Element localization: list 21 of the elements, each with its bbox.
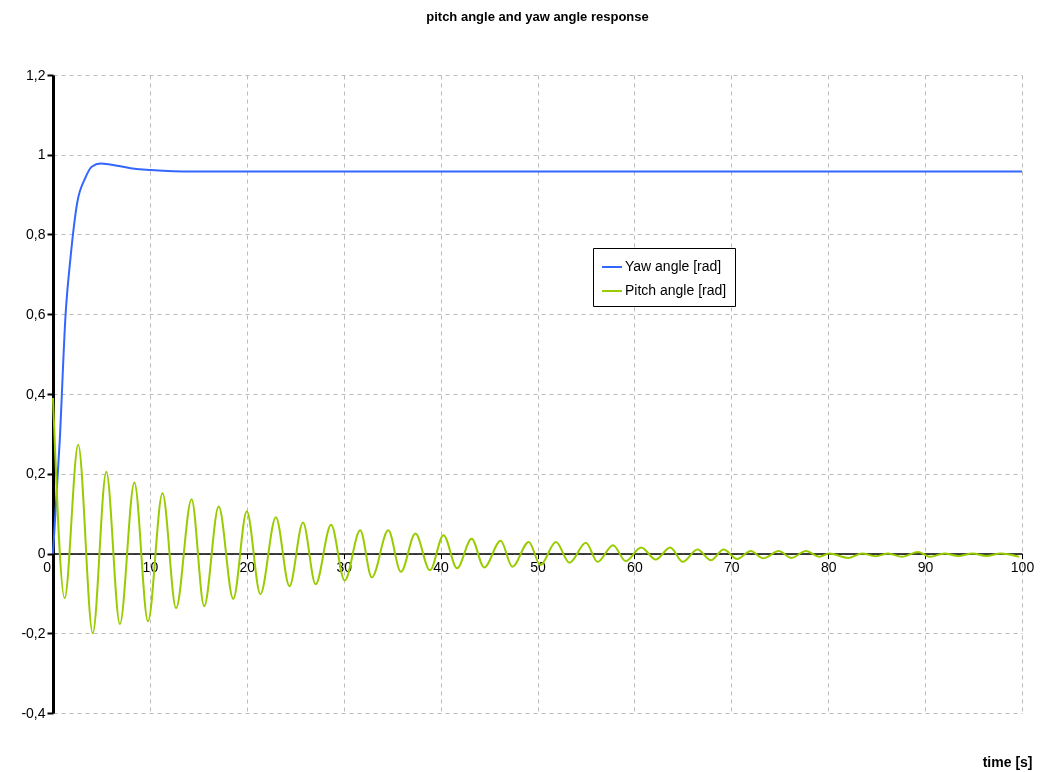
- y-tick-label: 1,2: [26, 66, 46, 83]
- y-tick-label: 1: [37, 146, 46, 163]
- x-tick-label: 20: [239, 559, 256, 575]
- chart-title: pitch angle and yaw angle response: [426, 9, 649, 24]
- x-tick-label: 60: [627, 559, 643, 575]
- x-tick-label: 70: [724, 559, 740, 575]
- x-tick-label: 50: [530, 559, 546, 575]
- y-tick-label: 0,8: [26, 226, 46, 242]
- legend-label: Pitch angle [rad]: [625, 282, 727, 298]
- x-tick-label: 100: [1010, 559, 1035, 575]
- y-tick-label: -0,2: [21, 624, 46, 641]
- y-tick-label: 0,6: [26, 305, 46, 322]
- y-tick-label: -0,4: [21, 704, 46, 721]
- legend-label: Yaw angle [rad]: [625, 258, 722, 274]
- x-tick-label: 40: [433, 559, 450, 575]
- x-tick-label: 80: [820, 559, 837, 575]
- x-tick-label: 90: [917, 559, 934, 575]
- y-tick-label: 0,2: [26, 465, 46, 482]
- x-axis-title: time [s]: [982, 753, 1033, 770]
- y-tick-label: 0,4: [26, 385, 46, 402]
- y-tick-label: 0: [37, 545, 46, 561]
